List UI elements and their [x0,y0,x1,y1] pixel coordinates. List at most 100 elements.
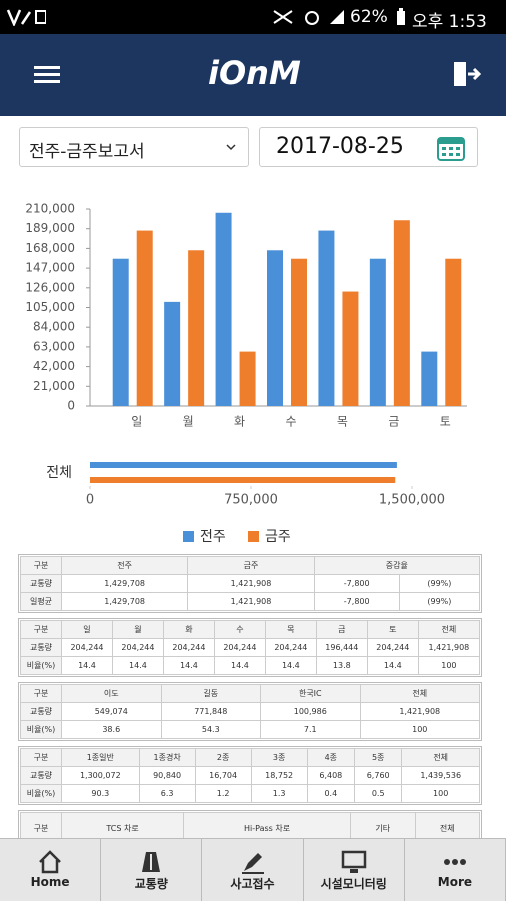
bar [90,477,396,483]
nav-label: 교통량 [134,877,168,891]
cell: 7.1 [260,720,361,739]
bar [90,462,397,468]
cell: 14.4 [366,656,419,675]
header-cell: 3종 [250,748,308,767]
table-row: 일평균 1,429,708 1,421,908 -7,800 (99%) [20,592,481,611]
cell: 6,760 [353,766,403,785]
nav-item[interactable]: 교통량 [101,839,203,901]
date-text: 2017-08-25 [276,134,404,159]
cell: 204,244 [366,638,419,657]
cell: 196,444 [315,638,368,657]
cell: 100 [401,784,480,803]
bar [342,291,359,406]
cell: 1,421,908 [187,574,315,593]
cell: 204,244 [264,638,317,657]
y-tick-label: 210,000 [25,202,75,216]
header-cell: 5종 [353,748,403,767]
header-cell: 1종일반 [61,748,140,767]
bar [112,258,129,406]
cell: -7,800 [313,574,400,593]
y-tick-label: 0 [67,399,75,413]
cell: 13.8 [315,656,368,675]
logout-button[interactable] [452,60,482,90]
x-tick-label: 1,500,000 [379,493,445,508]
table-row: 구분 전주 금주 증감율 [20,556,481,575]
cell: (99%) [398,592,481,611]
cell: (99%) [398,574,481,593]
cell: 204,244 [162,638,215,657]
cell: 비율(%) [20,784,62,803]
x-tick-label: 목 [337,415,348,429]
cell: 100,986 [260,702,361,721]
table-row: 교통량 204,244 204,244 204,244 204,244 204,244 19… [20,638,481,657]
cell: 549,074 [61,702,162,721]
cell: 1,429,708 [60,592,189,611]
cell: 1.3 [250,784,308,803]
battery-text: 62% [350,7,388,27]
nav-item[interactable]: Home [0,839,102,901]
nav-icon [341,850,366,873]
bar [239,351,256,406]
cell: 비율(%) [20,720,62,739]
app-bar: iOnM [0,34,506,116]
cell: -7,800 [313,592,400,611]
battery-icon [397,8,405,25]
report-select-text: 전주-금주보고서 [29,142,145,162]
y-tick-label: 63,000 [33,339,75,353]
header-cell: 구분 [20,620,62,639]
bar [188,250,205,406]
bar [421,351,438,406]
x-tick-label: 0 [86,493,94,508]
table-row: 구분 1종일반 1종경차 2종 3종 4종 5종 전체 [20,748,480,767]
cell: 1,421,908 [359,702,481,721]
cell: 38.6 [61,720,162,739]
nav-label: 시설모니터링 [320,877,387,891]
nav-item[interactable]: 사고접수 [202,839,304,901]
header-cell: 구분 [20,684,62,703]
charts: 0 21,000 42,000 63,000 84,000 105,000 126,000 1… [25,202,467,545]
nav-item[interactable]: 시설모니터링 [304,839,405,901]
y-tick-label: 147,000 [25,261,75,275]
legend-label: 금주 [265,529,291,545]
cell: 1,439,536 [401,766,480,785]
y-tick-label: 168,000 [25,241,75,255]
nav-item[interactable]: More [405,839,506,901]
header-cell: 전체 [401,748,480,767]
x-tick-label: 월 [183,415,194,429]
y-tick-label: 전체 [46,465,72,481]
x-tick-label: 금 [388,415,399,429]
nav-label: Home [30,875,70,889]
cell: 6.3 [138,784,196,803]
cell: 교통량 [20,574,62,593]
bottom-nav: Home 교통량 사고접수 시설모니터링 More [0,838,506,901]
header-cell: 월 [111,620,164,639]
x-tick-label: 일 [131,415,142,429]
cell: 14.4 [162,656,215,675]
y-tick-label: 126,000 [25,280,75,294]
header-cell: 1종경차 [138,748,196,767]
header-cell: 전주 [60,556,189,575]
cell: 14.4 [213,656,266,675]
nav-icon [241,853,264,874]
bar [267,250,283,406]
cell: 교통량 [20,702,62,721]
header-cell: 화 [162,620,215,639]
header-cell: 토 [366,620,419,639]
header-cell: 구분 [20,556,62,575]
table-row: 교통량 1,300,072 90,840 16,704 18,752 6,408 6,760… [20,766,480,785]
calendar-icon [437,137,465,161]
cell: 100 [359,720,481,739]
cell: 90,840 [138,766,196,785]
bar [393,220,410,406]
date-picker[interactable]: 2017-08-25 [259,127,478,167]
bar [445,258,462,406]
header-cell: 한국IC [260,684,361,703]
cell: 54.3 [160,720,262,739]
cell: 교통량 [20,638,62,657]
bar [136,230,153,406]
report-select[interactable]: 전주-금주보고서 [19,127,249,167]
legend-label: 전주 [200,529,226,545]
menu-button[interactable] [34,64,62,86]
summary-table: 구분 이도 길동 한국IC 전체 교통량 549,074 771,848 100,986 1,42… [18,682,482,741]
